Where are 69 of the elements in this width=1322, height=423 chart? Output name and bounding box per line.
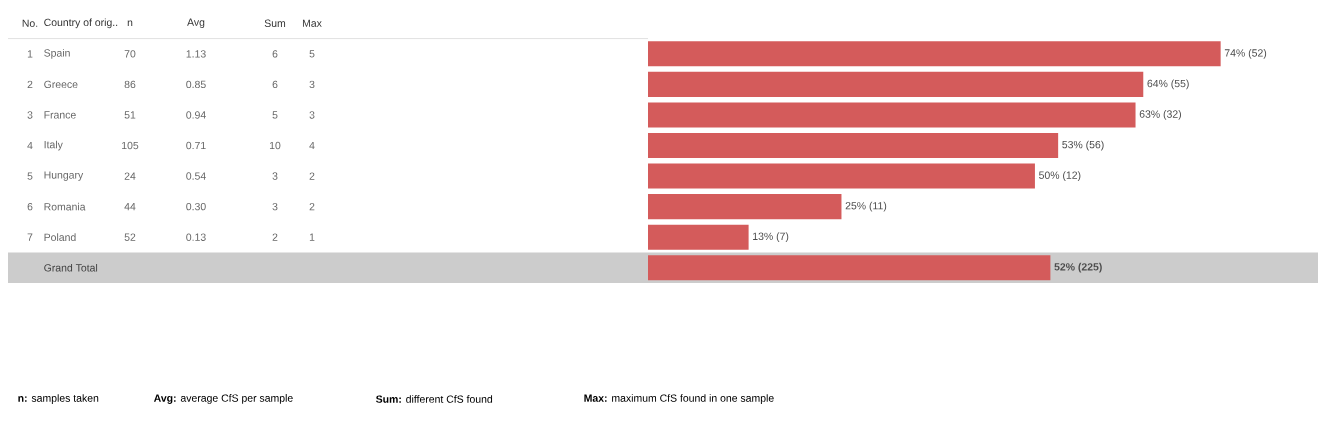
text: 0.94 [186,111,206,119]
data-label: 64% (55) [1147,79,1189,90]
text: Avg: average CfS per sample [153,394,293,404]
text: Max: maximum CfS found in one sample [584,394,774,404]
text: n: samples taken [18,394,99,404]
y-tick-label: Grand Total [44,263,98,272]
text: 7 [27,233,33,241]
text: 70 [124,50,136,58]
text: 3 [309,80,315,89]
bar [648,102,1136,128]
data-label: 63% (32) [1139,110,1181,120]
data-label: 74% (52) [1224,48,1267,59]
y-tick-label: Greece [44,80,78,89]
text: 1.13 [186,50,206,58]
text: 3 [309,111,315,119]
text: 1 [309,233,315,241]
text: 3 [272,202,278,211]
y-tick-label: Spain [44,48,70,59]
text: 5 [27,172,33,180]
text: 44 [124,203,136,211]
bar [648,163,1035,189]
text: 6 [272,80,278,89]
text: 0.71 [186,141,206,150]
bar [648,41,1221,67]
text: 2 [309,202,315,211]
data-label: 53% (56) [1062,140,1104,151]
bar [648,71,1144,97]
y-tick-label: Poland [44,233,76,242]
text: Sum [264,19,286,27]
bar [648,194,842,220]
text: 3 [27,111,33,119]
y-tick-label: France [44,111,76,119]
data-label: 13% (7) [753,232,789,243]
text: n [127,20,133,27]
y-tick-label: Romania [44,202,86,211]
y-tick-label: Hungary [44,171,84,181]
bar [648,224,749,250]
text: 51 [124,111,136,119]
text: Max [302,19,322,27]
text: 2 [272,233,278,241]
text: No. [22,19,38,27]
text: 5 [309,50,315,58]
data-label: 50% (12) [1039,171,1081,181]
text: 4 [309,141,315,150]
text: 0.13 [186,233,206,241]
text: 0.30 [186,202,206,211]
text: 2 [27,80,33,89]
text: 3 [272,172,278,180]
text: 0.54 [186,172,206,180]
text: 2 [309,172,315,180]
text: 6 [27,202,33,211]
text: 86 [124,80,136,89]
text: 105 [122,141,139,150]
text: 6 [272,50,278,58]
y-tick-label: Italy [44,140,63,151]
data-label: 25% (11) [845,201,887,212]
text: 24 [124,172,136,180]
text: 4 [27,141,33,150]
text: 10 [269,141,281,150]
bar [648,132,1059,159]
text: Country of orig.. [44,18,118,29]
data-label: 52% (225) [1054,262,1102,273]
text: 0.85 [186,80,206,89]
text: 1 [27,50,33,58]
text: 52 [124,233,136,241]
bar [648,255,1051,281]
text: Avg [187,18,205,28]
text: 5 [272,111,278,119]
text: Sum: different CfS found [375,395,493,403]
